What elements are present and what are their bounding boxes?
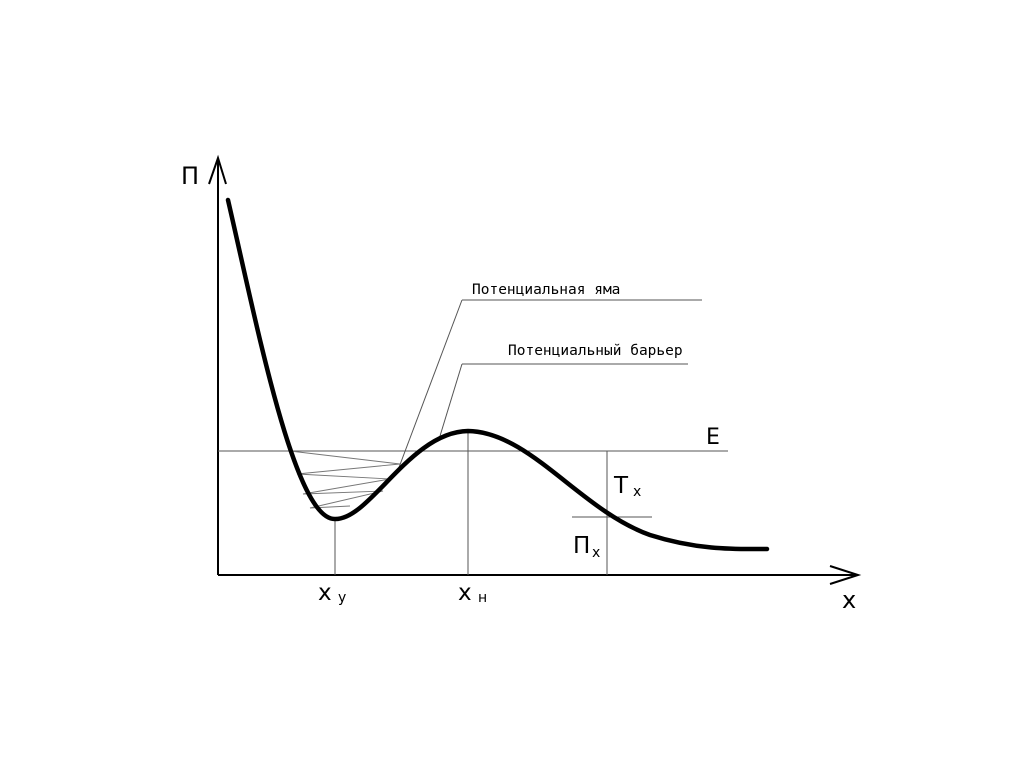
svg-text:у: у (338, 590, 346, 606)
svg-text:x: x (592, 545, 600, 561)
svg-text:x: x (318, 580, 332, 606)
energy-label: E (706, 425, 720, 450)
svg-text:Т: Т (613, 473, 629, 499)
well-hatching (289, 450, 401, 509)
axes (208, 154, 862, 585)
potential-energy-curve (225, 197, 770, 552)
svg-text:н: н (478, 590, 487, 606)
y-axis-arrow (208, 154, 227, 185)
svg-text:П: П (573, 533, 590, 559)
potential-well-label: Потенциальная яма (472, 282, 620, 298)
x-max-label: x н (458, 580, 487, 606)
x-axis-label: x (842, 586, 856, 614)
potential-energy-point-label: П x (573, 533, 600, 561)
x-min-label: x у (318, 580, 346, 606)
x-axis-arrow (829, 565, 862, 585)
kinetic-energy-label: Т x (613, 473, 641, 500)
annotation-leaders (397, 299, 702, 471)
svg-text:x: x (458, 580, 472, 606)
potential-barrier-label: Потенциальный барьер (508, 343, 683, 359)
y-axis-label: П (181, 162, 199, 190)
svg-text:x: x (633, 484, 641, 500)
